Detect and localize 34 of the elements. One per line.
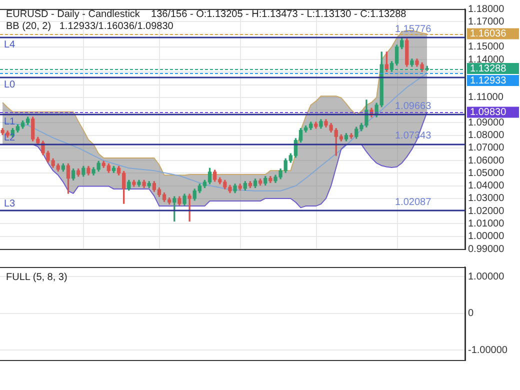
y-tick-label: 1.09000: [468, 117, 505, 128]
chart-title: EURUSD - Daily - Candlestick 136/156 - O:1.13205 - H:1.13473 - L:1.13130 - C:1.13288: [6, 8, 407, 20]
ref-line-label: L3: [4, 198, 16, 210]
y-tick-label: -1.00000: [468, 344, 508, 356]
text: BB (20, 2) 1.12933/1.16036/1.09830: [6, 20, 174, 32]
ref-line-label: L0: [4, 79, 16, 90]
y-tick-label: 1.00000: [468, 271, 505, 282]
ref-line-label: L4: [4, 39, 16, 50]
annotation: 1.02087: [395, 196, 432, 208]
y-tick-label: 1.05000: [468, 168, 505, 179]
y-tick-label: 0: [468, 308, 474, 320]
ref-line-label: 1.16036: [470, 28, 507, 40]
y-tick-label: 1.02000: [468, 206, 505, 217]
y-tick-label: 1.17000: [468, 16, 505, 28]
annotation: 1.15776: [395, 24, 432, 35]
y-tick-label: 1.11000: [468, 92, 504, 104]
ref-line-label: L1: [4, 116, 16, 128]
ref-line-label: 1.13288: [470, 63, 507, 74]
y-tick-label: 1.01000: [468, 218, 505, 230]
candlestick: [188, 194, 192, 222]
y-tick-label: 1.06000: [468, 155, 505, 166]
ref-line-label: L2: [4, 132, 16, 144]
y-tick-label: 1.14000: [468, 54, 505, 66]
y-tick-label: 1.03000: [468, 193, 505, 204]
text: FULL (5, 8, 3): [6, 272, 68, 283]
y-tick-label: 1.04000: [468, 180, 505, 192]
y-tick-label: 1.00000: [468, 231, 505, 242]
y-tick-label: 1.18000: [468, 4, 505, 15]
ref-line-label: 1.09830: [470, 106, 507, 118]
y-tick-label: 0.99000: [468, 244, 505, 255]
y-tick-label: 1.15000: [468, 42, 505, 53]
y-tick-label: 1.08000: [468, 130, 505, 142]
y-tick-label: 1.07000: [468, 142, 505, 154]
ref-line-label: 1.12933: [470, 75, 507, 86]
